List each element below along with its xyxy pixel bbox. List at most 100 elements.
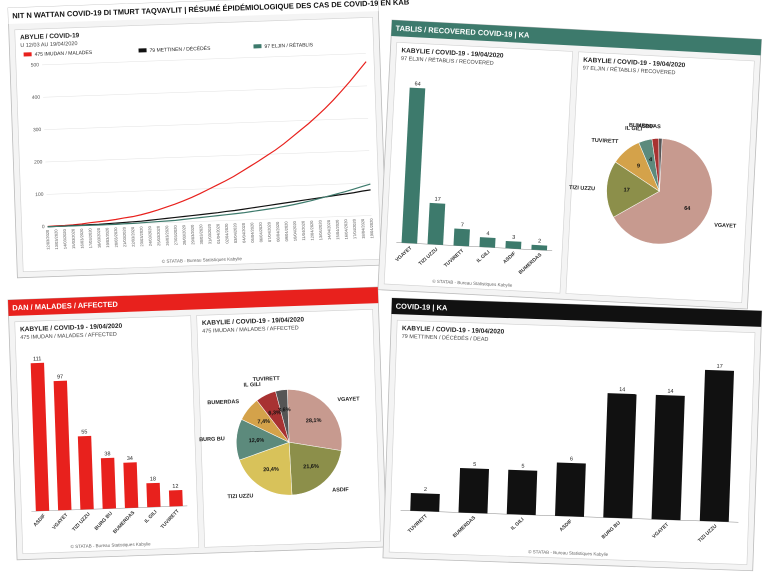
bar [505, 240, 522, 250]
legend-swatch [23, 52, 32, 57]
value-label: 9 [637, 163, 640, 169]
source-note: © STATAB - Bureau Statistiques Kabylie [162, 255, 243, 264]
x-tick-label: 16/03/2020 [79, 228, 85, 249]
x-tick-label: 06/04/2020 [258, 221, 264, 242]
legend-swatch [253, 44, 262, 49]
y-tick-label: 100 [35, 192, 44, 198]
chart-subtitle: 475 IMUDAN / MALADES / AFFECTED [202, 325, 299, 334]
grid-line [45, 150, 370, 163]
x-tick-label: 23/03/2020 [139, 226, 145, 247]
bar [699, 369, 735, 522]
x-tick-label: 18/03/2020 [96, 227, 102, 248]
legend-label: 475 IMUDAN / MALADES [35, 50, 93, 58]
x-tick-label: 05/04/2020 [249, 222, 255, 243]
x-tick-label: 29/03/2020 [190, 224, 196, 245]
x-tick-label: 02/04/2020 [224, 223, 230, 244]
bar [30, 362, 50, 512]
value-label: 21,6% [303, 464, 319, 471]
value-label: 12,6% [249, 438, 265, 445]
value-label: 28,1% [306, 418, 322, 425]
bar [146, 482, 161, 508]
chart-subtitle: 97 ELJIN / RÉTABLIS / RECOVERED [401, 55, 494, 67]
x-tick-label: 30/03/2020 [198, 224, 204, 245]
value-label: 64 [684, 206, 691, 212]
chart-subtitle: 79 METTINEN / DÉCÉDÉS / DEAD [402, 333, 489, 343]
chart-title: KABYLIE / COVID-19 - 19/04/2020 [20, 323, 123, 334]
value-label: 20,4% [263, 467, 279, 474]
category-label: IL GILI [625, 126, 643, 133]
source-note: © STATAB - Bureau Statistiques Kabylie [528, 548, 609, 557]
x-tick-label: 04/04/2020 [241, 222, 247, 243]
axis-line [400, 510, 739, 523]
x-tick-label: 17/04/2020 [352, 218, 358, 239]
x-tick-label: 31/03/2020 [207, 223, 213, 244]
x-tick-label: 12/04/2020 [309, 220, 315, 241]
x-tick-label: 08/04/2020 [275, 221, 281, 242]
x-tick-label: 24/03/2020 [147, 225, 153, 246]
x-tick-label: 14/04/2020 [326, 219, 332, 240]
value-label: 2 [538, 239, 541, 245]
grid-line [43, 85, 367, 98]
report-page: TABLIS / RECOVERED COVID-19 | KAKABYLIE … [377, 19, 762, 310]
x-tick-label: 17/03/2020 [87, 227, 93, 248]
bar [479, 237, 496, 248]
x-tick-label: 14/03/2020 [62, 228, 68, 249]
y-tick-label: 200 [34, 159, 43, 165]
chart-title: KABYLIE / COVID-19 - 19/04/2020 [402, 325, 505, 336]
value-label: 7 [461, 222, 464, 228]
pie-slice [275, 389, 290, 443]
pie-slice [613, 138, 713, 245]
bar [168, 490, 183, 507]
value-label: 3 [512, 235, 515, 241]
report-page: DAN / MALADES / AFFECTED KABYLIE / COVID-… [7, 286, 388, 561]
value-label: 12 [172, 484, 178, 490]
x-tick-label: 13/03/2020 [53, 229, 59, 250]
pie-slice [606, 161, 660, 218]
chart-subtitle: 97 ELJIN / RÉTABLIS / RECOVERED [583, 65, 676, 77]
x-tick-label: 22/03/2020 [130, 226, 136, 247]
chart-panel [14, 16, 382, 272]
series-line [47, 189, 371, 228]
y-tick-label: 300 [33, 127, 42, 133]
value-label: 17 [716, 364, 722, 370]
bar [401, 87, 426, 244]
bar [427, 202, 446, 245]
x-tick-label: 16/04/2020 [343, 218, 349, 239]
source-note: © STATAB - Bureau Statistiques Kabylie [70, 540, 151, 549]
bar [555, 462, 586, 517]
chart-subtitle: 475 IMUDAN / MALADES / AFFECTED [20, 332, 117, 341]
banner [8, 287, 379, 316]
banner-text: DAN / MALADES / AFFECTED [12, 300, 118, 313]
value-label: 6 [570, 456, 573, 462]
value-label: 17 [434, 197, 440, 203]
category-label: BURG BU [199, 436, 225, 443]
x-tick-label: 19/03/2020 [104, 227, 110, 248]
legend-swatch [138, 48, 147, 53]
bar [603, 393, 637, 519]
x-tick-label: 18/04/2020 [360, 218, 366, 239]
value-label: 5 [521, 464, 524, 470]
value-label: 111 [33, 356, 42, 362]
x-tick-label: 11/04/2020 [300, 220, 306, 241]
x-tick-label: 19/04/2020 [369, 218, 375, 239]
bar [531, 244, 548, 251]
x-tick-label: 15/03/2020 [70, 228, 76, 249]
bar [410, 492, 440, 512]
bar [453, 228, 470, 247]
x-tick-label: 09/04/2020 [283, 221, 289, 242]
category-label: ASDIF [332, 487, 349, 494]
value-label: 97 [57, 374, 63, 380]
value-label: 38 [104, 451, 110, 457]
bar [123, 462, 139, 509]
y-tick-label: 400 [32, 95, 41, 101]
banner [391, 298, 762, 327]
series-line [47, 183, 371, 228]
x-tick-label: 27/03/2020 [173, 224, 179, 245]
x-tick-label: 01/04/2020 [215, 223, 221, 244]
category-label: ASDIF [638, 124, 655, 131]
pie-slice [287, 389, 343, 451]
x-tick-label: 21/03/2020 [121, 226, 127, 247]
x-tick-label: 25/03/2020 [156, 225, 162, 246]
grid-line [41, 53, 366, 66]
chart-title: KABYLIE / COVID-19 - 19/04/2020 [202, 316, 305, 327]
